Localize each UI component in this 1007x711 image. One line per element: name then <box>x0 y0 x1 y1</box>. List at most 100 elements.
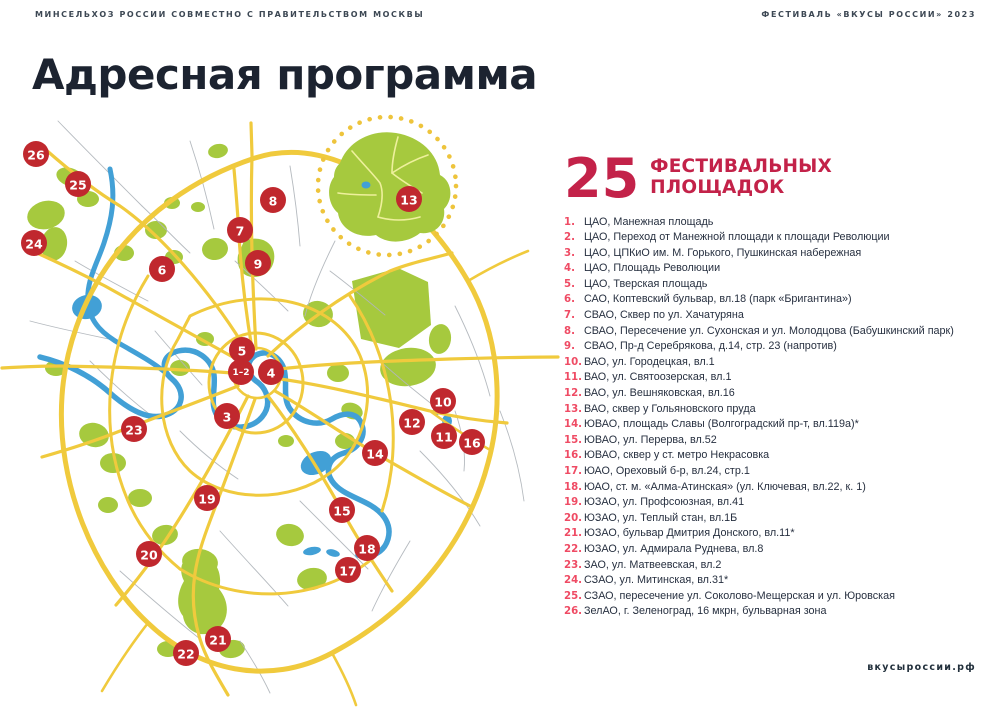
venue-text: ЮЗАО, ул. Профсоюзная, вл.41 <box>584 496 745 509</box>
svg-text:18: 18 <box>358 542 375 557</box>
venue-heading-lines: ФЕСТИВАЛЬНЫХ ПЛОЩАДОК <box>650 156 833 199</box>
venue-text: ЮАО, Ореховый б-р, вл.24, стр.1 <box>584 465 750 478</box>
venue-text: ЮВАО, сквер у ст. метро Некрасовка <box>584 449 770 462</box>
svg-text:17: 17 <box>339 564 356 579</box>
map-marker-16: 16 <box>459 429 485 455</box>
map-marker-3: 3 <box>214 403 240 429</box>
venue-item: 22. ЮЗАО, ул. Адмирала Руднева, вл.8 <box>564 543 996 559</box>
venue-item: 5. ЦАО, Тверская площадь <box>564 278 996 294</box>
svg-text:21: 21 <box>209 633 226 648</box>
venue-number: 17. <box>564 466 583 478</box>
venue-number: 18. <box>564 481 583 493</box>
venue-item: 9. СВАО, Пр-д Серебрякова, д.14, стр. 23 … <box>564 340 996 356</box>
venue-item: 16. ЮВАО, сквер у ст. метро Некрасовка <box>564 449 996 465</box>
map-marker-13: 13 <box>396 186 422 212</box>
venue-text: СВАО, Пр-д Серебрякова, д.14, стр. 23 (н… <box>584 340 837 353</box>
venue-text: ЦАО, ЦПКиО им. М. Горького, Пушкинская н… <box>584 246 862 259</box>
header-left-text: МИНСЕЛЬХОЗ РОССИИ СОВМЕСТНО С ПРАВИТЕЛЬС… <box>35 10 425 19</box>
map-marker-11: 11 <box>431 423 457 449</box>
venue-number: 13. <box>564 403 583 415</box>
svg-text:19: 19 <box>198 492 215 507</box>
map-marker-6: 6 <box>149 256 175 282</box>
venue-text: ЮЗАО, ул. Теплый стан, вл.1Б <box>584 511 738 524</box>
venue-count: 25 <box>564 147 640 210</box>
venue-number: 21. <box>564 528 583 540</box>
moscow-map: 26 25 24 6 7 8 9 13 5 1–2 4 3 23 10 12 11 16 14 19 15 18 17 20… <box>0 111 560 711</box>
venue-number: 6. <box>564 294 575 306</box>
zelenograd-inset <box>315 114 459 258</box>
svg-text:7: 7 <box>236 224 245 239</box>
venue-text: ВАО, ул. Святоозерская, вл.1 <box>584 371 732 384</box>
map-marker-18: 18 <box>354 535 380 561</box>
map-marker-1–2: 1–2 <box>228 359 254 385</box>
venue-item: 6. САО, Коптевский бульвар, вл.18 (парк «… <box>564 293 996 309</box>
venue-number: 22. <box>564 543 583 555</box>
map-marker-14: 14 <box>362 440 388 466</box>
map-marker-22: 22 <box>173 640 199 666</box>
venue-text: ВАО, сквер у Гольяновского пруда <box>584 402 756 415</box>
venue-number: 19. <box>564 497 583 509</box>
map-marker-8: 8 <box>260 187 286 213</box>
venue-item: 15. ЮВАО, ул. Перерва, вл.52 <box>564 434 996 450</box>
parks-layer <box>27 143 452 659</box>
map-marker-25: 25 <box>65 171 91 197</box>
map-marker-26: 26 <box>23 141 49 167</box>
venue-item: 17. ЮАО, Ореховый б-р, вл.24, стр.1 <box>564 465 996 481</box>
map-marker-23: 23 <box>121 416 147 442</box>
venue-text: ЮВАО, площадь Славы (Волгоградский пр-т,… <box>584 418 859 431</box>
venue-text: СЗАО, пересечение ул. Соколово-Мещерская… <box>584 589 895 602</box>
venue-number: 3. <box>564 247 575 259</box>
venue-item: 25. СЗАО, пересечение ул. Соколово-Мещерс… <box>564 590 996 606</box>
svg-text:13: 13 <box>400 193 417 208</box>
venue-text: ЦАО, Площадь Революции <box>584 262 721 275</box>
map-marker-15: 15 <box>329 497 355 523</box>
map-marker-20: 20 <box>136 541 162 567</box>
svg-text:26: 26 <box>27 148 45 163</box>
map-marker-10: 10 <box>430 388 456 414</box>
venues-heading: 25 ФЕСТИВАЛЬНЫХ ПЛОЩАДОК <box>564 147 996 210</box>
venue-number: 4. <box>564 263 575 275</box>
map-marker-24: 24 <box>21 230 47 256</box>
venue-text: СВАО, Сквер по ул. Хачатуряна <box>584 309 744 322</box>
map-marker-19: 19 <box>194 485 220 511</box>
svg-text:1–2: 1–2 <box>232 368 249 378</box>
venue-item: 20. ЮЗАО, ул. Теплый стан, вл.1Б <box>564 512 996 528</box>
venue-item: 3. ЦАО, ЦПКиО им. М. Горького, Пушкинская… <box>564 247 996 263</box>
svg-text:6: 6 <box>158 263 167 278</box>
venue-item: 19. ЮЗАО, ул. Профсоюзная, вл.41 <box>564 496 996 512</box>
venue-item: 7. СВАО, Сквер по ул. Хачатуряна <box>564 309 996 325</box>
venue-item: 23. ЗАО, ул. Матвеевская, вл.2 <box>564 559 996 575</box>
venue-item: 1. ЦАО, Манежная площадь <box>564 216 996 232</box>
venue-number: 5. <box>564 278 575 290</box>
venue-text: СВАО, Пересечение ул. Сухонская и ул. Мо… <box>584 324 954 337</box>
venue-text: САО, Коптевский бульвар, вл.18 (парк «Бр… <box>584 293 852 306</box>
venue-text: ЦАО, Тверская площадь <box>584 277 708 290</box>
venue-number: 23. <box>564 559 583 571</box>
venue-item: 4. ЦАО, Площадь Революции <box>564 262 996 278</box>
map-marker-9: 9 <box>245 250 271 276</box>
map-marker-4: 4 <box>258 359 284 385</box>
map-marker-17: 17 <box>335 557 361 583</box>
svg-text:24: 24 <box>25 237 43 252</box>
svg-text:10: 10 <box>434 395 452 410</box>
venue-text: ВАО, ул. Городецкая, вл.1 <box>584 355 715 368</box>
svg-text:25: 25 <box>69 178 86 193</box>
venue-heading-line1: ФЕСТИВАЛЬНЫХ <box>650 156 833 177</box>
venue-item: 11. ВАО, ул. Святоозерская, вл.1 <box>564 371 996 387</box>
venue-item: 14. ЮВАО, площадь Славы (Волгоградский пр… <box>564 418 996 434</box>
venue-item: 12. ВАО, ул. Вешняковская, вл.16 <box>564 387 996 403</box>
map-marker-21: 21 <box>205 626 231 652</box>
venue-number: 1. <box>564 216 575 228</box>
venue-text: ЮАО, ст. м. «Алма-Атинская» (ул. Ключева… <box>584 480 866 493</box>
venue-item: 18. ЮАО, ст. м. «Алма-Атинская» (ул. Ключ… <box>564 481 996 497</box>
major-roads-layer <box>0 121 560 707</box>
venue-item: 10. ВАО, ул. Городецкая, вл.1 <box>564 356 996 372</box>
venue-number: 12. <box>564 388 583 400</box>
venues-panel: 25 ФЕСТИВАЛЬНЫХ ПЛОЩАДОК 1. ЦАО, Манежная… <box>564 147 996 621</box>
svg-text:3: 3 <box>223 410 232 425</box>
map-marker-12: 12 <box>399 409 425 435</box>
site-url: вкусыроссии.рф <box>867 662 976 673</box>
